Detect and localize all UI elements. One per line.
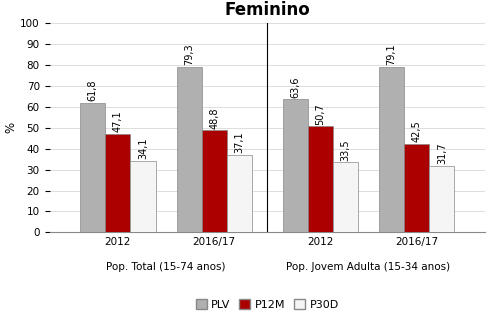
Bar [283, 99, 308, 232]
Text: 37,1: 37,1 [234, 131, 245, 153]
Text: 79,3: 79,3 [184, 43, 194, 65]
Bar [80, 103, 105, 232]
Text: 48,8: 48,8 [209, 107, 219, 129]
Bar [177, 66, 201, 232]
Bar [105, 134, 131, 232]
Text: 42,5: 42,5 [412, 120, 422, 142]
Text: Pop. Jovem Adulta (15-34 anos): Pop. Jovem Adulta (15-34 anos) [287, 262, 450, 272]
Bar [227, 155, 252, 232]
Bar [333, 162, 358, 232]
Bar [379, 67, 404, 232]
Title: Feminino: Feminino [224, 1, 310, 19]
Text: 61,8: 61,8 [88, 80, 98, 102]
Text: 50,7: 50,7 [315, 103, 325, 125]
Y-axis label: %: % [4, 122, 17, 133]
Bar [131, 161, 155, 232]
Text: 47,1: 47,1 [113, 111, 123, 132]
Bar [308, 126, 333, 232]
Text: 63,6: 63,6 [290, 76, 300, 98]
Legend: PLV, P12M, P30D: PLV, P12M, P30D [191, 295, 344, 315]
Text: 31,7: 31,7 [437, 143, 447, 164]
Bar [429, 166, 454, 232]
Text: Pop. Total (15-74 anos): Pop. Total (15-74 anos) [106, 262, 226, 272]
Bar [404, 143, 429, 232]
Text: 34,1: 34,1 [138, 138, 148, 159]
Text: 33,5: 33,5 [341, 139, 350, 161]
Bar [201, 130, 227, 232]
Text: 79,1: 79,1 [387, 43, 396, 65]
